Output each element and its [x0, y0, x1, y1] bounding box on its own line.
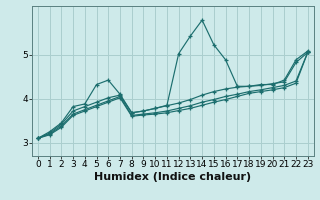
X-axis label: Humidex (Indice chaleur): Humidex (Indice chaleur)	[94, 172, 252, 182]
